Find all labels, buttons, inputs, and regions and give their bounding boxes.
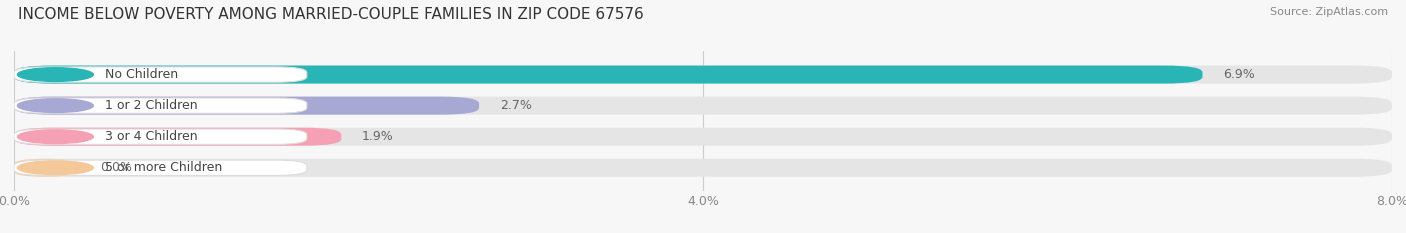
- FancyBboxPatch shape: [14, 67, 307, 82]
- Text: No Children: No Children: [105, 68, 179, 81]
- Circle shape: [17, 68, 93, 81]
- Text: 1.9%: 1.9%: [361, 130, 394, 143]
- FancyBboxPatch shape: [14, 65, 1202, 84]
- Text: INCOME BELOW POVERTY AMONG MARRIED-COUPLE FAMILIES IN ZIP CODE 67576: INCOME BELOW POVERTY AMONG MARRIED-COUPL…: [18, 7, 644, 22]
- FancyBboxPatch shape: [14, 159, 75, 177]
- FancyBboxPatch shape: [14, 97, 1392, 115]
- FancyBboxPatch shape: [14, 97, 479, 115]
- Circle shape: [17, 130, 93, 144]
- Circle shape: [17, 161, 93, 175]
- FancyBboxPatch shape: [14, 98, 307, 113]
- Text: 2.7%: 2.7%: [499, 99, 531, 112]
- Text: 1 or 2 Children: 1 or 2 Children: [105, 99, 198, 112]
- FancyBboxPatch shape: [14, 160, 307, 175]
- Text: 3 or 4 Children: 3 or 4 Children: [105, 130, 198, 143]
- FancyBboxPatch shape: [14, 65, 1392, 84]
- Text: 0.0%: 0.0%: [100, 161, 132, 174]
- Circle shape: [17, 99, 93, 113]
- FancyBboxPatch shape: [14, 159, 1392, 177]
- Text: Source: ZipAtlas.com: Source: ZipAtlas.com: [1270, 7, 1388, 17]
- Text: 6.9%: 6.9%: [1223, 68, 1256, 81]
- Text: 5 or more Children: 5 or more Children: [105, 161, 222, 174]
- FancyBboxPatch shape: [14, 128, 342, 146]
- FancyBboxPatch shape: [14, 128, 1392, 146]
- FancyBboxPatch shape: [14, 129, 307, 144]
